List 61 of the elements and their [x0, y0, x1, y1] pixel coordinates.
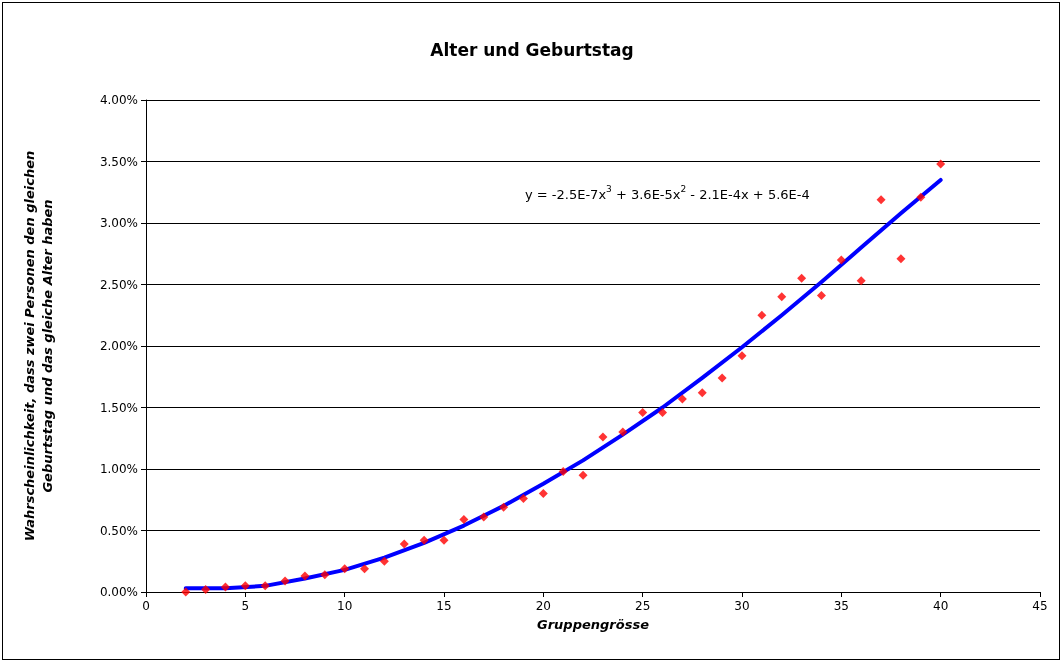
- point: [658, 407, 668, 417]
- chart-title: Alter und Geburtstag: [430, 39, 634, 60]
- y-axis-title: Wahrscheinlichkeit, dass zwei Personen den gleichen Geburtstag und das gleiche Alter haben: [21, 150, 55, 542]
- point: [181, 587, 191, 597]
- point: [360, 564, 370, 574]
- point: [856, 276, 866, 286]
- point: [538, 489, 548, 499]
- y-tick-label: 4.00%: [99, 93, 138, 107]
- x-axis-title: Gruppengrösse: [537, 617, 650, 632]
- x-tick-label: 5: [241, 599, 250, 613]
- point: [300, 571, 310, 581]
- point: [916, 192, 926, 202]
- point: [399, 539, 409, 549]
- point: [816, 291, 826, 301]
- point: [201, 585, 211, 595]
- point: [618, 427, 628, 437]
- point: [598, 432, 608, 442]
- point: [777, 292, 787, 302]
- point: [419, 535, 429, 545]
- x-tick-label: 45: [1032, 599, 1048, 613]
- point: [479, 512, 489, 522]
- point: [717, 373, 727, 383]
- point: [240, 581, 250, 591]
- point: [220, 582, 230, 592]
- point: [578, 470, 588, 480]
- point: [280, 576, 290, 586]
- x-tick-label: 15: [436, 599, 452, 613]
- point: [558, 466, 568, 476]
- point: [797, 273, 807, 283]
- point: [737, 351, 747, 361]
- y-tick-label: 3.50%: [99, 154, 138, 169]
- point: [677, 394, 687, 404]
- x-tick-label: 40: [933, 599, 949, 613]
- y-tick-label: 1.00%: [99, 462, 138, 476]
- point: [836, 255, 846, 265]
- point: [896, 254, 906, 264]
- point: [439, 535, 449, 545]
- point: [757, 310, 767, 320]
- x-tick-label: 25: [635, 599, 651, 613]
- point: [936, 159, 946, 169]
- x-tick-label: 30: [734, 599, 750, 613]
- y-tick-label: 0.00%: [99, 585, 138, 599]
- point: [340, 564, 350, 574]
- x-tick-label: 0: [142, 599, 150, 613]
- point: [260, 581, 270, 591]
- y-tick-label: 2.00%: [99, 339, 138, 353]
- y-tick-label: 0.50%: [99, 523, 138, 538]
- x-tick-label: 10: [337, 599, 353, 613]
- x-tick-label: 20: [535, 599, 551, 613]
- x-tick-label: 35: [833, 599, 849, 613]
- y-tick-label: 1.50%: [99, 400, 138, 415]
- point: [459, 514, 469, 524]
- point: [697, 388, 707, 398]
- y-tick-label: 2.50%: [99, 277, 138, 292]
- point: [638, 407, 648, 417]
- point: [379, 556, 389, 566]
- point: [320, 570, 330, 580]
- point: [876, 195, 886, 205]
- point: [518, 494, 528, 504]
- point: [499, 502, 509, 512]
- y-tick-label: 3.00%: [99, 216, 138, 230]
